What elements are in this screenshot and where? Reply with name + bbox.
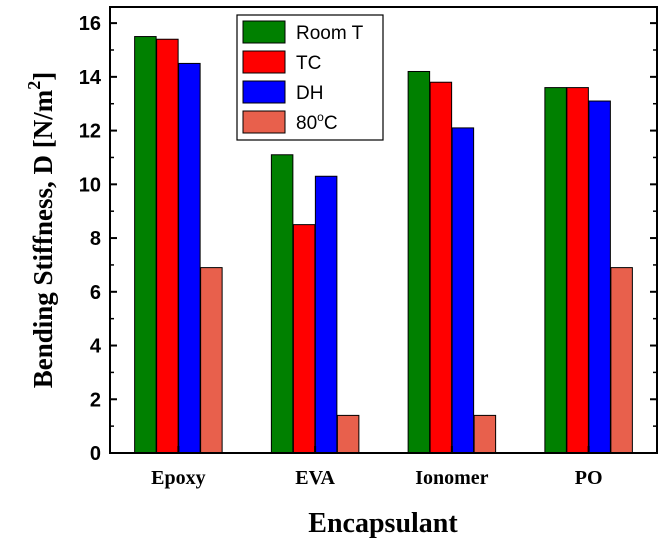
y-tick-label: 10 — [79, 174, 101, 196]
bar-po-series-1 — [566, 87, 589, 454]
bar-po-series-2 — [588, 100, 611, 454]
y-axis-title-end: ] — [28, 72, 58, 81]
x-tick-label-epoxy: Epoxy — [151, 467, 205, 489]
bar-eva-series-2 — [314, 175, 338, 454]
y-tick-label: 0 — [90, 443, 101, 465]
x-tick-label-po: PO — [575, 467, 603, 489]
legend: Room T TC DH 80oC — [236, 14, 384, 141]
y-tick-label: 6 — [90, 282, 101, 304]
bar-epoxy-series-1 — [156, 38, 179, 454]
bar-eva-series-0 — [270, 154, 294, 454]
bar-ionomer-series-3 — [473, 414, 497, 454]
x-axis-title: Encapsulant — [308, 508, 458, 539]
y-axis-title-group: Bending Stiffness, D [N/m2] — [24, 72, 58, 389]
y-axis: 0 2 4 6 8 10 12 14 16 — [79, 13, 657, 465]
y-tick-label: 12 — [79, 121, 101, 143]
bar-ionomer-series-0 — [407, 70, 431, 454]
y-tick-label: 4 — [90, 336, 102, 358]
bar-ionomer-series-1 — [429, 81, 453, 454]
y-axis-title-main: Bending Stiffness, D [N/m — [28, 89, 58, 388]
bar-epoxy-series-3 — [200, 267, 223, 454]
x-tick-label-eva: EVA — [295, 467, 335, 489]
y-tick-label: 8 — [90, 228, 101, 250]
legend-label-1: TC — [296, 53, 321, 74]
plot-frame — [109, 6, 658, 454]
legend-swatch-2 — [242, 80, 286, 104]
y-tick-label: 2 — [90, 389, 101, 411]
x-axis: Epoxy EVA Ionomer PO — [151, 446, 603, 489]
y-axis-title-superscript: 2 — [24, 81, 44, 90]
bar-ionomer-series-2 — [451, 127, 475, 454]
x-tick-label-ionomer: Ionomer — [415, 467, 488, 489]
bar-eva-series-3 — [336, 414, 360, 454]
legend-label-0: Room T — [296, 23, 364, 44]
bar-eva-series-1 — [292, 224, 316, 454]
legend-label-3: 80oC — [296, 110, 338, 134]
legend-swatch-1 — [242, 50, 286, 74]
legend-swatch-3 — [242, 110, 286, 134]
bar-epoxy-series-2 — [178, 62, 201, 454]
y-tick-label: 16 — [79, 13, 101, 35]
y-tick-label: 14 — [79, 67, 102, 89]
legend-label-2: DH — [296, 83, 323, 104]
y-axis-title: Bending Stiffness, D [N/m2] — [24, 72, 58, 389]
bar-po-series-3 — [610, 267, 633, 454]
bar-po-series-0 — [544, 87, 567, 454]
bar-epoxy-series-0 — [134, 36, 157, 454]
legend-swatch-0 — [242, 20, 286, 44]
